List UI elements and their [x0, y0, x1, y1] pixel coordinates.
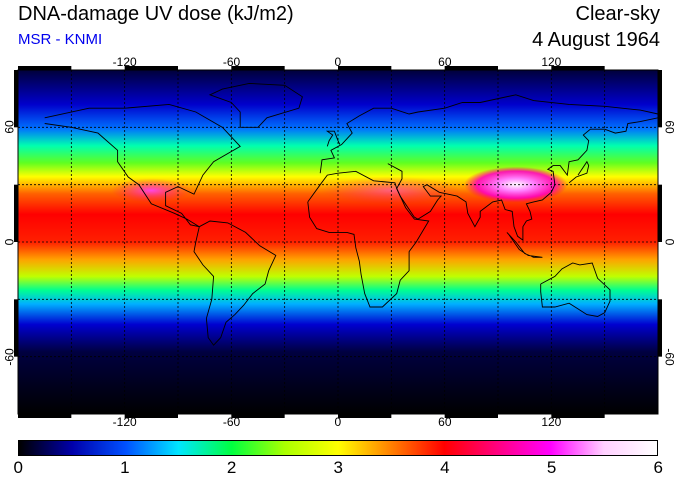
- date-label: 4 August 1964: [532, 29, 660, 51]
- sky-condition-label: Clear-sky: [575, 3, 660, 25]
- latitude-tick-label: 60: [2, 120, 17, 135]
- border-segment: [124, 414, 178, 418]
- border-segment: [658, 184, 662, 242]
- border-segment: [231, 66, 285, 70]
- longitude-tick-label: 120: [541, 55, 562, 69]
- longitude-tick-label: 60: [438, 55, 452, 69]
- longitude-tick-label: 0: [334, 55, 342, 69]
- border-segment: [551, 66, 605, 70]
- map-border: [14, 66, 662, 418]
- coastline: [387, 117, 659, 241]
- border-segment: [18, 414, 72, 418]
- coastline: [208, 82, 303, 128]
- border-segment: [658, 299, 662, 357]
- colorbar-label: 4: [440, 458, 450, 477]
- longitude-tick-label: -120: [112, 55, 137, 69]
- uv-hotspot-americas: [111, 178, 192, 203]
- coastline: [307, 170, 430, 308]
- border-segment: [444, 66, 498, 70]
- longitude-tick-label: 60: [438, 415, 452, 429]
- map-frame-line: [17, 69, 659, 415]
- gridlines: [18, 70, 658, 414]
- colorbar-label: 0: [13, 458, 23, 477]
- colorbar-label: 1: [120, 458, 130, 477]
- colorbar-label: 2: [226, 458, 237, 477]
- coastline: [325, 130, 341, 147]
- colorbar: [18, 440, 658, 456]
- latitude-tick-label: 60: [662, 120, 677, 135]
- border-segment: [444, 414, 498, 418]
- longitude-tick-label: -120: [112, 415, 137, 429]
- colorbar-label: 5: [546, 458, 557, 477]
- border-segment: [551, 414, 605, 418]
- border-segment: [14, 70, 18, 128]
- colorbar-label: 3: [333, 458, 343, 477]
- coastline: [44, 103, 241, 228]
- border-segment: [14, 184, 18, 242]
- border-segment: [338, 66, 392, 70]
- latitude-tick-label: -60: [662, 347, 677, 366]
- coastline: [540, 262, 611, 317]
- colorbar-label: 6: [653, 458, 663, 477]
- colorbar-gradient: [19, 441, 657, 455]
- coastlines: [44, 82, 659, 346]
- coastline: [506, 232, 543, 258]
- source-label: MSR - KNMI: [18, 31, 103, 48]
- latitude-tick-label: -60: [2, 347, 17, 366]
- longitude-tick-label: 120: [541, 415, 562, 429]
- map-title: DNA-damage UV dose (kJ/m2): [18, 3, 294, 25]
- border-segment: [124, 66, 178, 70]
- border-segment: [18, 66, 72, 70]
- longitude-tick-label: -60: [222, 55, 241, 69]
- longitude-tick-label: -60: [222, 415, 241, 429]
- longitude-tick-label: 0: [334, 415, 342, 429]
- latitude-tick-label: 0: [661, 238, 676, 246]
- border-segment: [658, 70, 662, 128]
- coastline: [193, 220, 277, 346]
- border-segment: [338, 414, 392, 418]
- border-segment: [14, 299, 18, 357]
- coastline: [568, 160, 590, 184]
- border-segment: [231, 414, 285, 418]
- latitude-tick-label: 0: [1, 238, 16, 246]
